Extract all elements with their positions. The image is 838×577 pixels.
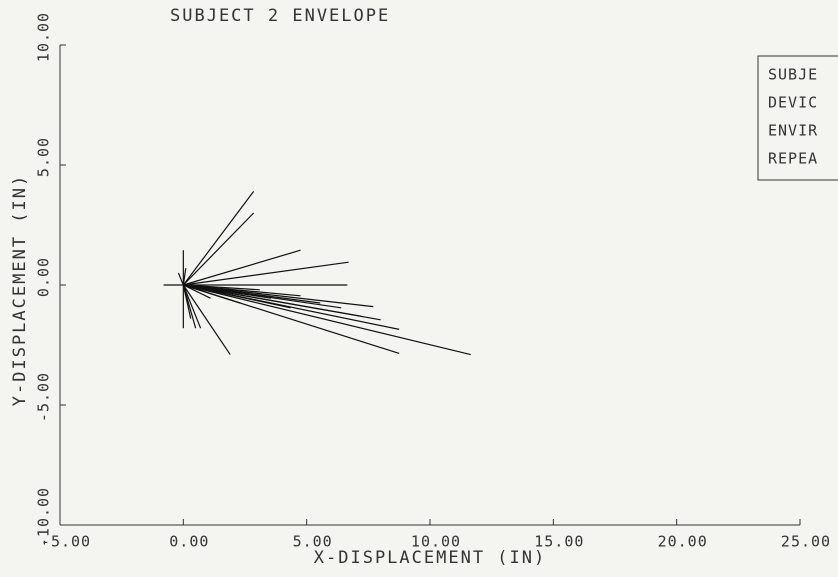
x-tick-label: 5.00 bbox=[293, 533, 333, 551]
segment bbox=[183, 284, 471, 356]
x-tick-label: 10.00 bbox=[411, 533, 461, 551]
segment bbox=[182, 191, 255, 286]
legend-text: REPEA bbox=[768, 150, 818, 168]
segment bbox=[183, 249, 301, 286]
x-tick-label: 25.00 bbox=[781, 533, 831, 551]
chart-title: SUBJECT 2 ENVELOPE bbox=[170, 6, 390, 26]
x-tick-label: 0.00 bbox=[169, 533, 209, 551]
y-tick-label: 5.00 bbox=[35, 137, 53, 177]
y-tick-label: -10.00 bbox=[35, 487, 53, 547]
segment bbox=[182, 212, 255, 286]
segment bbox=[183, 284, 260, 291]
x-tick-label: 20.00 bbox=[658, 533, 708, 551]
x-tick-label: 15.00 bbox=[534, 533, 584, 551]
segment bbox=[183, 284, 241, 304]
segment bbox=[182, 268, 187, 286]
y-axis-label: Y-DISPLACEMENT (IN) bbox=[10, 174, 30, 406]
y-tick-label: 10.00 bbox=[35, 12, 53, 62]
segment bbox=[183, 284, 381, 321]
segment bbox=[182, 284, 192, 319]
legend-text: ENVIR bbox=[768, 122, 818, 140]
segment bbox=[183, 261, 349, 286]
legend-text: SUBJE bbox=[768, 66, 818, 84]
segment bbox=[183, 284, 291, 309]
legend-text: DEVIC bbox=[768, 94, 818, 112]
segment bbox=[182, 284, 231, 355]
segment bbox=[177, 272, 184, 286]
x-tick-label: -5.00 bbox=[41, 533, 91, 551]
x-axis-label: X-DISPLACEMENT (IN) bbox=[314, 548, 546, 568]
y-tick-label: -5.00 bbox=[35, 372, 53, 422]
segment bbox=[182, 284, 202, 329]
segment bbox=[183, 284, 342, 309]
y-tick-label: 0.00 bbox=[35, 257, 53, 297]
legend-box bbox=[757, 55, 838, 181]
segment bbox=[183, 284, 211, 299]
